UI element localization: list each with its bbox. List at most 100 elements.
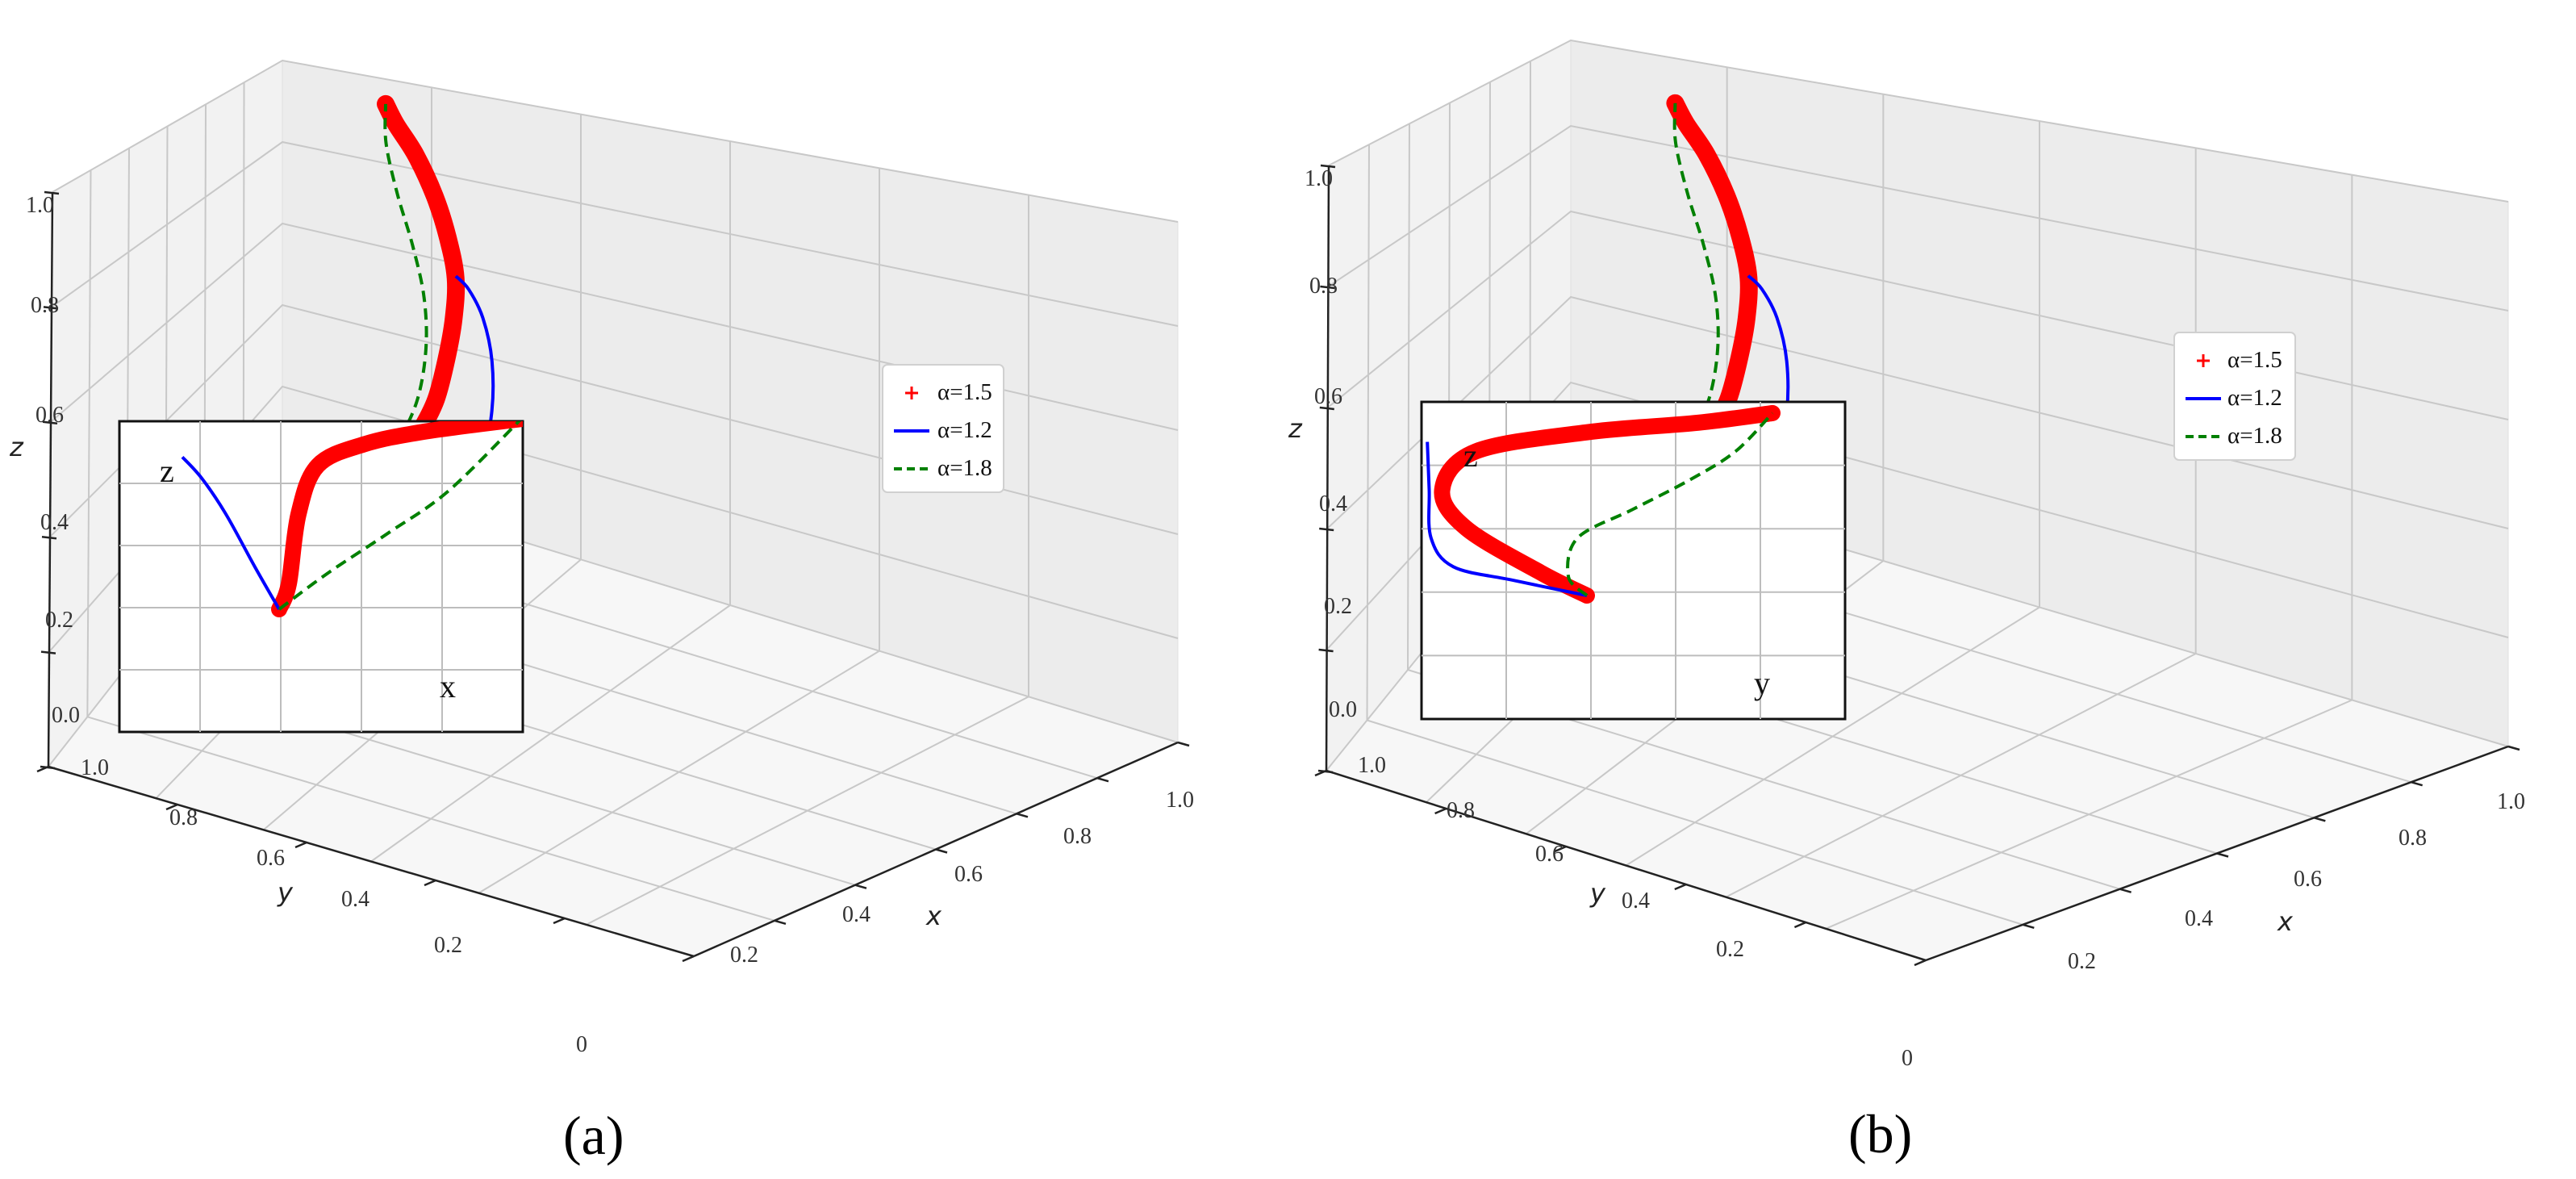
x-tick-label: 0.8 xyxy=(2399,826,2427,851)
z-tick-label: 0.4 xyxy=(40,510,69,535)
inset-y-label: z xyxy=(1463,437,1478,474)
z-tick-label: 0.0 xyxy=(52,703,80,728)
y-tick xyxy=(294,841,307,849)
y-tick-label: 0.4 xyxy=(1622,888,1650,914)
y-tick-label: 0.2 xyxy=(1716,937,1744,962)
y-tick-label: 0.6 xyxy=(257,846,285,871)
y-tick xyxy=(1554,845,1567,853)
z-tick-label: 0.2 xyxy=(1324,594,1352,619)
x-tick xyxy=(2216,852,2229,858)
z-axis-label: z xyxy=(1288,413,1303,444)
y-tick-label: 1.0 xyxy=(81,755,109,780)
y-axis-label: y xyxy=(277,877,294,908)
z-tick-label: 0.6 xyxy=(35,403,64,428)
panel-b: 1.0 0.8 0.6 0.4 0.2 0.0 z 1.0 0.8 0.6 0.… xyxy=(1288,0,2576,1179)
z-tick-label: 1.0 xyxy=(26,193,54,218)
y-gridline xyxy=(1407,123,1410,671)
z-tick xyxy=(40,650,56,654)
x-gridline xyxy=(478,650,880,894)
legend-label: α=1.8 xyxy=(2227,423,2282,449)
x-tick xyxy=(774,919,787,926)
inset-series-α=1.8-line xyxy=(278,421,522,611)
chart-a-svg: 1.0 0.8 0.6 0.4 0.2 0.0 z 1.0 0.8 0.6 0.… xyxy=(9,59,1194,1166)
legend-label: α=1.8 xyxy=(937,455,992,481)
x-gridline xyxy=(1825,699,2353,930)
x-tick-label: 1.0 xyxy=(2497,789,2525,814)
x-tick xyxy=(2507,745,2520,751)
series-α=1.8-line xyxy=(1668,102,1720,469)
inset-series-α=1.2-line xyxy=(181,455,281,610)
y-tick xyxy=(682,955,695,963)
inset-x-label: y xyxy=(1754,665,1770,701)
z-tick-label: 0.8 xyxy=(1309,274,1338,299)
z-tick-label: 0.6 xyxy=(1314,384,1342,409)
z-tick xyxy=(44,190,60,195)
inset-series-α=1.2-line xyxy=(1426,441,1588,597)
y-tick-label: 0.8 xyxy=(1447,798,1475,823)
y-tick-label: 0 xyxy=(1902,1046,1913,1071)
y-axis-label: y xyxy=(1589,878,1606,909)
y-tick xyxy=(424,879,436,887)
x-gridline xyxy=(1725,653,2197,898)
panel-a: 1.0 0.8 0.6 0.4 0.2 0.0 z 1.0 0.8 0.6 0.… xyxy=(9,59,1194,1166)
x-tick-label: 0.8 xyxy=(1063,824,1092,849)
y-tick xyxy=(553,917,566,925)
y-axis-line xyxy=(1326,769,1927,962)
x-axis-label: x xyxy=(925,901,942,931)
series-α=1.8-line xyxy=(378,103,428,470)
x-gridline xyxy=(1625,606,2040,867)
x-tick xyxy=(854,884,867,889)
y-tick-label: 0 xyxy=(576,1032,587,1057)
x-tick xyxy=(1096,776,1109,783)
inset xyxy=(1420,400,1847,721)
axes-lines xyxy=(1314,164,2520,967)
z-tick xyxy=(43,306,59,310)
z-axis-line xyxy=(1325,165,1330,771)
y-tick xyxy=(165,803,178,811)
inset-series-α=1.5-line xyxy=(1434,404,1781,604)
y-tick xyxy=(1674,883,1687,891)
z-tick-label: 1.0 xyxy=(1305,166,1333,191)
y-tick xyxy=(1434,807,1447,815)
x-axis-label: x xyxy=(2277,906,2294,937)
x-tick-label: 0.6 xyxy=(2294,867,2322,892)
x-tick xyxy=(2313,817,2326,822)
z-tick xyxy=(1319,527,1334,532)
x-tick xyxy=(2411,780,2424,787)
x-tick xyxy=(935,848,948,854)
z-tick xyxy=(1318,648,1334,653)
z-tick xyxy=(42,420,58,425)
legend xyxy=(882,364,1004,493)
x-tick-label: 0.6 xyxy=(954,862,983,887)
x-tick-label: 0.4 xyxy=(2185,906,2213,931)
x-tick xyxy=(2119,888,2132,893)
y-gridline xyxy=(1366,144,1370,721)
inset xyxy=(118,420,524,734)
inset-y-label: z xyxy=(160,453,174,489)
z-axis-line xyxy=(47,191,54,767)
axes-lines xyxy=(36,190,1190,963)
y-tick-label: 0.6 xyxy=(1535,842,1564,867)
y-tick xyxy=(1793,921,1806,929)
y-tick xyxy=(1914,959,1927,967)
y-gridline xyxy=(86,169,92,717)
panel-label: (a) xyxy=(563,1105,624,1166)
y-tick-label: 0.8 xyxy=(169,805,198,830)
legend xyxy=(2173,332,2296,461)
z-axis-label: z xyxy=(9,432,24,462)
x-tick xyxy=(2022,923,2035,930)
x-gridline xyxy=(586,696,1029,926)
legend-label: α=1.5 xyxy=(937,379,992,405)
x-tick-label: 1.0 xyxy=(1166,788,1194,813)
y-axis-line xyxy=(48,765,695,958)
y-tick-label: 0.4 xyxy=(341,887,369,912)
z-tick-label: 0.0 xyxy=(1329,697,1357,722)
z-tick-label: 0.2 xyxy=(45,608,73,633)
y-tick-label: 1.0 xyxy=(1358,753,1386,778)
x-tick xyxy=(1016,813,1029,818)
x-tick-label: 0.4 xyxy=(842,902,870,927)
z-tick xyxy=(1320,164,1336,169)
x-tick-label: 0.2 xyxy=(2068,949,2096,974)
y-tick xyxy=(1314,769,1327,777)
x-tick-label: 0.2 xyxy=(730,943,758,968)
